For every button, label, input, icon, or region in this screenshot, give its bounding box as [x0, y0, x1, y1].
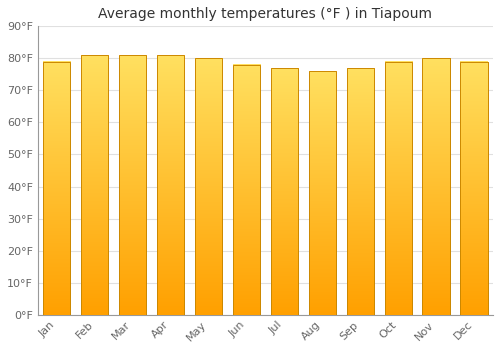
Bar [81, 55, 108, 315]
Bar [308, 71, 336, 315]
Bar [384, 62, 412, 315]
Bar [460, 62, 487, 315]
Bar [270, 68, 298, 315]
Bar [233, 65, 260, 315]
Bar [346, 68, 374, 315]
Bar [195, 58, 222, 315]
Bar [195, 58, 222, 315]
Bar [422, 58, 450, 315]
Bar [81, 55, 108, 315]
Title: Average monthly temperatures (°F ) in Tiapoum: Average monthly temperatures (°F ) in Ti… [98, 7, 432, 21]
Bar [384, 62, 412, 315]
Bar [43, 62, 70, 315]
Bar [270, 68, 298, 315]
Bar [43, 62, 70, 315]
Bar [157, 55, 184, 315]
Bar [233, 65, 260, 315]
Bar [346, 68, 374, 315]
Bar [119, 55, 146, 315]
Bar [157, 55, 184, 315]
Bar [119, 55, 146, 315]
Bar [422, 58, 450, 315]
Bar [460, 62, 487, 315]
Bar [308, 71, 336, 315]
